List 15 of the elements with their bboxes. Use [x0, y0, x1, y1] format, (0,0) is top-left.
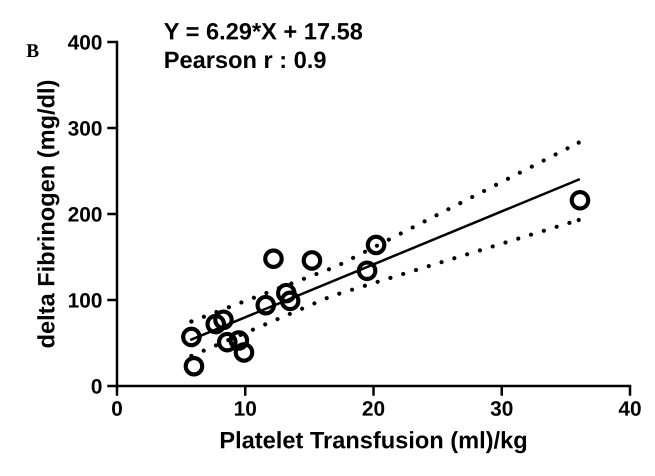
x-tick-label: 20 — [362, 401, 384, 416]
text: Y = 6.29*X + 17.58 — [164, 22, 362, 40]
annotation: Pearson r : 0.9 — [165, 52, 326, 68]
x-tick-label: 30 — [490, 401, 512, 416]
text: B — [26, 44, 39, 58]
y-tick-label: 100 — [68, 293, 102, 308]
y-tick-label: 400 — [68, 35, 102, 50]
y-tick-label: 300 — [68, 121, 102, 136]
y-tick-label: 200 — [68, 207, 102, 222]
x-tick-label: 10 — [234, 401, 256, 416]
y-axis-title: delta Fibrinogen (mg/dl) — [37, 80, 60, 348]
x-tick-label: 40 — [618, 401, 641, 416]
y-tick-label: 0 — [92, 379, 102, 394]
x-axis-title: Platelet Transfusion (ml)/kg — [220, 431, 526, 454]
x-tick-label: 0 — [112, 401, 122, 416]
